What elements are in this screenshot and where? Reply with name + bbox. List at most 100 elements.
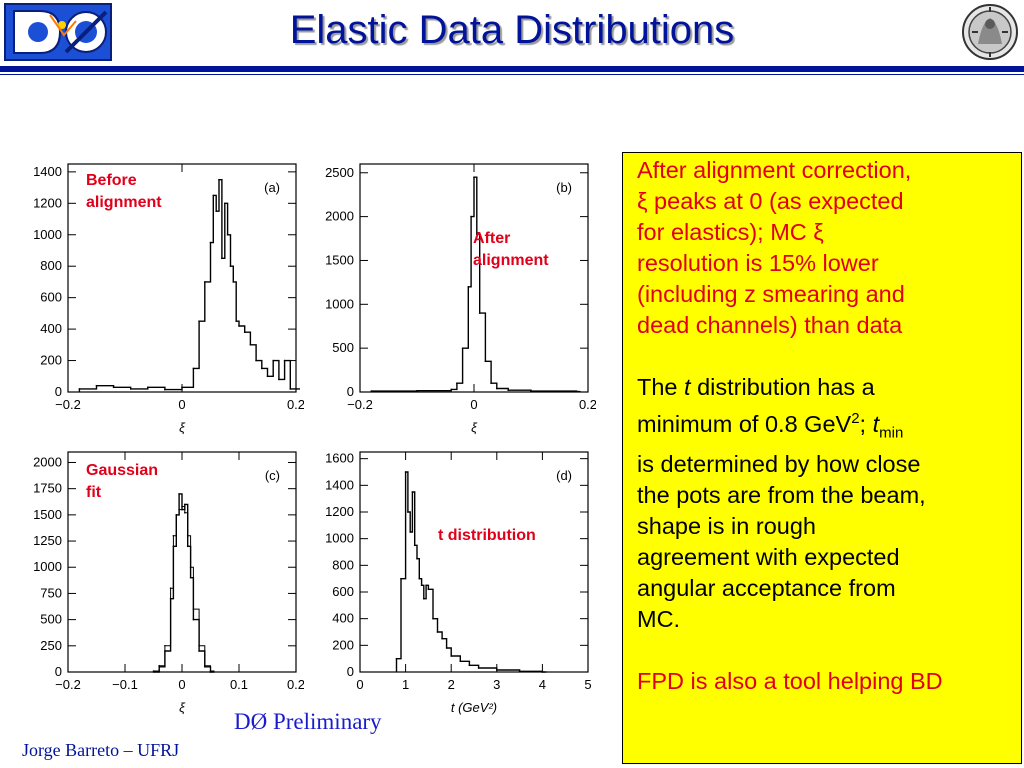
callout-t-distribution: t distribution <box>438 527 536 544</box>
x-tick-label: 0 <box>356 677 363 692</box>
x-tick-label: 0.2 <box>287 677 304 692</box>
data-point <box>112 386 115 389</box>
x-tick-label: −0.1 <box>112 677 138 692</box>
y-tick-label: 1000 <box>33 559 62 574</box>
data-point <box>518 670 521 673</box>
explanation-line: shape is in rough <box>637 512 816 539</box>
data-point <box>232 281 235 283</box>
data-point <box>432 617 434 620</box>
author-footer: Jorge Barreto – UFRJ <box>22 740 180 760</box>
y-tick-label: 750 <box>40 585 62 600</box>
data-point <box>496 387 498 390</box>
data-point <box>178 493 180 495</box>
explanation-line: (including z smearing and <box>637 281 905 307</box>
data-point <box>416 389 418 392</box>
data-point <box>289 388 292 390</box>
y-tick-label: 1400 <box>33 164 62 179</box>
explanation-panel: After alignment correction, ξ peaks at 0… <box>622 152 1022 764</box>
chart-svg: 0 250 500 750 1000 1250 1500 1750 2000 −0.2 −0.1 0 0… <box>33 451 304 715</box>
y-tick-label: 1600 <box>325 451 354 466</box>
panel-label: (a) <box>264 180 280 195</box>
data-point <box>192 618 195 621</box>
data-point <box>172 535 175 537</box>
x-tick-label: 0 <box>178 397 185 412</box>
x-tick-label: 1 <box>402 677 409 692</box>
x-tick-label: 5 <box>584 677 591 692</box>
data-point <box>175 514 178 516</box>
data-point <box>198 320 200 322</box>
y-tick-label: 0 <box>55 664 62 679</box>
data-point <box>226 234 229 236</box>
y-tick-label: 400 <box>40 321 62 336</box>
explanation-line: agreement with expected <box>637 543 900 570</box>
data-point <box>95 384 98 387</box>
data-point <box>152 670 155 672</box>
data-point <box>450 655 452 657</box>
histogram-series <box>153 493 215 673</box>
y-tick-label: 800 <box>40 258 62 273</box>
y-tick-label: 1000 <box>325 531 354 546</box>
data-point <box>178 508 180 511</box>
data-point <box>255 359 257 362</box>
data-point <box>243 331 246 333</box>
y-tick-label: 250 <box>40 638 62 653</box>
y-tick-label: 1500 <box>33 507 62 522</box>
explanation-line: angular acceptance from <box>637 574 896 601</box>
histogram-panel-d: 0 200 400 600 800 1000 1200 1400 1600 0 1 2 3 4 5 t (Ge… <box>306 446 596 718</box>
data-point <box>507 389 509 391</box>
data-point <box>181 505 183 508</box>
data-point <box>418 577 421 580</box>
x-tick-label: 0 <box>470 397 477 412</box>
header-rule-thin <box>0 74 1024 75</box>
callout-gaussian-fit: Gaussian fit <box>86 462 159 501</box>
data-point <box>238 325 240 327</box>
plot-frame <box>359 451 589 673</box>
x-tick-label: −0.2 <box>55 397 81 412</box>
data-point <box>249 344 252 346</box>
data-point <box>198 650 200 652</box>
data-point <box>78 388 81 390</box>
y-tick-label: 200 <box>40 353 62 368</box>
data-point <box>478 312 481 314</box>
y-tick-label: 600 <box>332 584 354 599</box>
data-point <box>477 667 480 669</box>
data-point <box>467 286 470 288</box>
x-axis-label: ξ <box>179 420 186 435</box>
x-tick-label: 3 <box>493 677 500 692</box>
data-point <box>209 670 212 672</box>
data-point <box>129 388 132 390</box>
y-tick-label: 200 <box>332 637 354 652</box>
data-point <box>461 347 464 349</box>
data-point <box>484 360 487 363</box>
data-point <box>450 388 452 391</box>
data-point <box>420 584 423 587</box>
x-tick-label: 0.2 <box>579 397 596 412</box>
data-point <box>229 265 232 267</box>
data-point <box>473 176 475 178</box>
data-point <box>490 382 492 384</box>
data-point <box>456 382 458 384</box>
data-point <box>541 671 544 673</box>
x-axis-label: ξ <box>471 420 478 435</box>
do-experiment-logo <box>4 3 112 61</box>
data-point <box>476 233 478 235</box>
data-point <box>224 202 226 205</box>
data-point <box>218 178 220 181</box>
y-tick-label: 0 <box>347 384 354 399</box>
data-point <box>212 194 215 197</box>
data-point <box>266 375 269 378</box>
callout-after-alignment: After alignment <box>473 230 549 269</box>
x-axis-label: ξ <box>179 700 186 715</box>
data-point <box>423 597 425 600</box>
histogram-panel-b: 0 500 1000 1500 2000 2500 −0.2 0 0.2 ξ (b) <box>306 158 596 438</box>
histogram-series <box>78 179 300 392</box>
chart-svg: 0 200 400 600 800 1000 1200 1400 1600 0 1 2 3 4 5 t (Ge… <box>325 451 592 715</box>
header-rule <box>0 66 1024 72</box>
explanation-line: FPD is also a tool helping BD <box>637 667 943 694</box>
explanation-line: dead channels) than data <box>637 312 903 338</box>
data-point <box>425 584 427 587</box>
explanation-line: minimum of 0.8 GeV2; tmin <box>637 410 904 442</box>
histogram-series <box>370 176 581 393</box>
